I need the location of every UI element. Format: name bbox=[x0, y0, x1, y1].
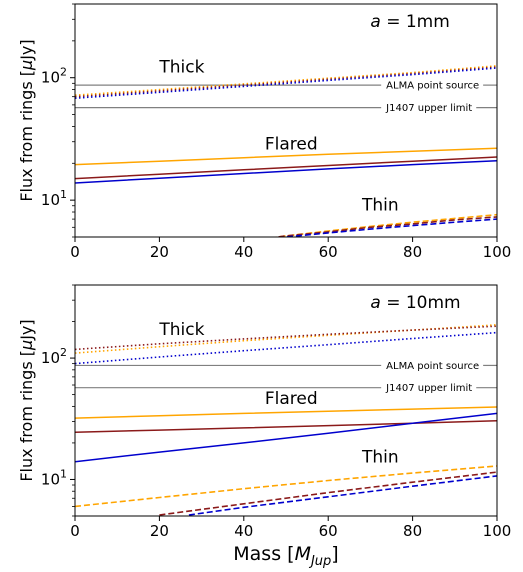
group-label-flared: Flared bbox=[265, 134, 318, 154]
x-axis-label: Mass [MJup] bbox=[233, 543, 338, 569]
x-tick-label-2: 40 bbox=[234, 522, 253, 540]
x-axis-label-symbol: M bbox=[295, 543, 311, 565]
series-thick-2 bbox=[75, 67, 497, 99]
x-tick-label-0: 0 bbox=[70, 522, 80, 540]
series-thick-0 bbox=[75, 65, 497, 96]
series-flared-3 bbox=[75, 406, 497, 419]
y-tick-label-1: 102 bbox=[41, 66, 67, 87]
panel-a1mm: ALMA point source J1407 upper limit Thick F… bbox=[17, 3, 512, 261]
y-axis-label: Flux from rings [μJy] bbox=[17, 39, 36, 201]
x-tick-label-5: 100 bbox=[483, 243, 512, 261]
series-thin-7 bbox=[271, 216, 497, 237]
x-tick-label-1: 20 bbox=[150, 243, 169, 261]
x-tick-label-3: 60 bbox=[319, 243, 338, 261]
x-tick-label-0: 0 bbox=[70, 243, 80, 261]
series-thick-1 bbox=[75, 66, 497, 98]
series-thick-1 bbox=[75, 325, 497, 351]
x-tick-label-4: 80 bbox=[403, 522, 422, 540]
y-axis-label: Flux from rings [μJy] bbox=[17, 319, 36, 481]
axes-frame bbox=[74, 284, 498, 517]
x-tick-label-3: 60 bbox=[319, 522, 338, 540]
x-tick-label-2: 40 bbox=[234, 243, 253, 261]
series-thick-2 bbox=[75, 331, 497, 365]
x-tick-label-5: 100 bbox=[483, 522, 512, 540]
panel-annotation: a = 10mm bbox=[370, 293, 460, 313]
group-label-thick: Thick bbox=[158, 58, 204, 78]
y-tick-label-1: 102 bbox=[41, 346, 67, 367]
series-flared-5 bbox=[75, 159, 497, 184]
reference-line-label-0: ALMA point source bbox=[386, 81, 479, 92]
reference-line-label-0: ALMA point source bbox=[386, 361, 479, 372]
series-flared-4 bbox=[75, 419, 497, 433]
series-thin-7 bbox=[159, 471, 497, 516]
x-tick-label-4: 80 bbox=[403, 243, 422, 261]
group-label-thin: Thin bbox=[361, 196, 399, 216]
panel-a10mm: ALMA point source J1407 upper limit Thick F… bbox=[17, 284, 512, 540]
y-tick-label-0: 101 bbox=[41, 188, 67, 209]
series-thin-8 bbox=[279, 218, 497, 237]
x-tick-label-1: 20 bbox=[150, 522, 169, 540]
group-label-thick: Thick bbox=[158, 320, 204, 340]
series-flared-4 bbox=[75, 156, 497, 180]
series-thick-0 bbox=[75, 324, 497, 354]
group-label-flared: Flared bbox=[265, 389, 318, 409]
x-axis-label-main: Mass [ bbox=[233, 543, 294, 565]
y-tick-label-0: 101 bbox=[41, 467, 67, 488]
series-flared-3 bbox=[75, 147, 497, 166]
reference-line-label-1: J1407 upper limit bbox=[385, 103, 472, 114]
panel-annotation-var: a bbox=[370, 12, 380, 32]
panel-annotation: a = 1mm bbox=[370, 12, 449, 32]
x-axis-label-subscript: Jup bbox=[308, 554, 331, 569]
series-flared-5 bbox=[75, 412, 497, 463]
group-label-thin: Thin bbox=[361, 447, 399, 467]
panel-annotation-value: = 1mm bbox=[381, 12, 450, 32]
axes-frame bbox=[74, 3, 498, 238]
x-axis-label-end: ] bbox=[331, 543, 338, 565]
svg-text:Mass [MJup]: Mass [MJup] bbox=[233, 543, 338, 569]
panel-annotation-var: a bbox=[370, 293, 380, 313]
panel-annotation-value: = 10mm bbox=[381, 293, 461, 313]
series-thin-6 bbox=[271, 213, 497, 237]
series-thin-6 bbox=[75, 465, 497, 508]
reference-line-label-1: J1407 upper limit bbox=[385, 383, 472, 394]
series-thin-8 bbox=[188, 475, 497, 516]
